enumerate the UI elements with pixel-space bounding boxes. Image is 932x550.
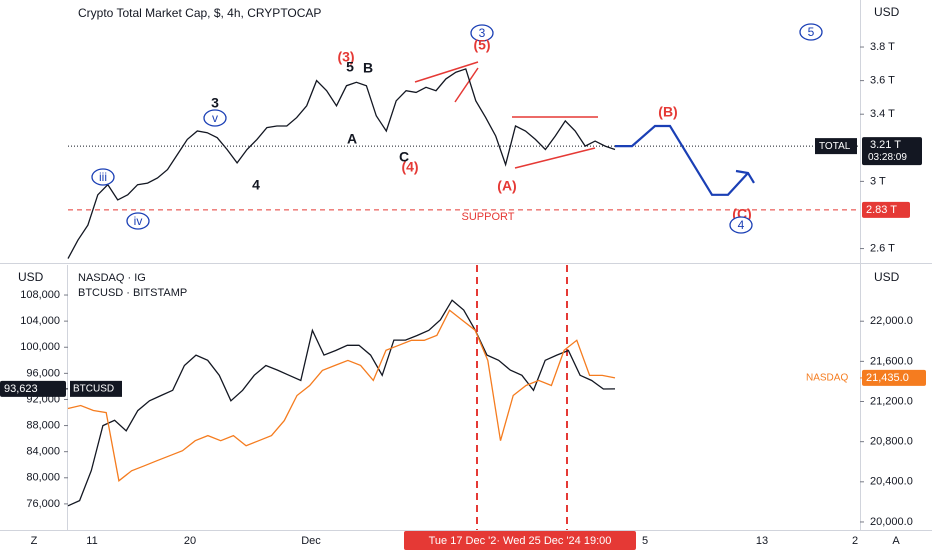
projection-arrow <box>735 169 755 184</box>
y-tick-label: 104,000 <box>20 315 60 327</box>
wave-label: 4 <box>738 218 745 232</box>
wave-circle <box>203 109 227 127</box>
wave-circle <box>729 216 753 234</box>
last-label: 21,435.0 <box>866 372 909 384</box>
series-tag-box <box>815 138 857 155</box>
wave-label: 5 <box>808 25 815 39</box>
wave-circle <box>799 23 823 41</box>
x-tick-label: 13 <box>756 535 768 547</box>
y-tick-label: 96,000 <box>26 367 60 379</box>
y2-tick-label: 21,200.0 <box>870 395 913 407</box>
y-tick-label: 2.6 T <box>870 242 895 254</box>
x-tick-label: 11 <box>86 535 97 547</box>
y2-tick-label: 22,000.0 <box>870 315 913 327</box>
currency: USD <box>874 270 900 284</box>
wave-label: (3) <box>337 49 354 65</box>
wave-label: C <box>399 149 409 165</box>
wave-label: v <box>212 111 218 125</box>
x-tick-label: 2 <box>852 535 858 547</box>
wave-label: (A) <box>497 178 516 194</box>
wave-label: iv <box>134 214 143 228</box>
countdown: 03:28:09 <box>868 152 907 163</box>
last-label: 93,623 <box>4 383 38 395</box>
y-tick-label: 3.4 T <box>870 108 895 120</box>
wave-label: A <box>347 131 357 147</box>
y-tick-label: 80,000 <box>26 472 60 484</box>
wave-label: 4 <box>252 177 260 193</box>
wave-label: (5) <box>473 37 490 53</box>
price-line <box>67 299 616 507</box>
wave-label: 5 <box>346 59 354 75</box>
wave-circle <box>126 212 150 230</box>
y-tick-label: 3 T <box>870 175 886 187</box>
corner-button[interactable]: A <box>892 535 900 547</box>
projection-line <box>615 124 749 196</box>
wave-circle <box>470 24 494 42</box>
last-label-box <box>0 380 66 397</box>
last-label: 3.21 T <box>870 139 901 151</box>
wave-circle <box>91 168 115 186</box>
wave-label: (B) <box>658 104 677 120</box>
last-box <box>862 137 922 166</box>
trend-line <box>414 61 479 83</box>
y2-tick-label: 20,000.0 <box>870 516 913 528</box>
wave-label: iii <box>99 170 107 184</box>
series-tag-box <box>70 380 122 397</box>
y-tick-label: 88,000 <box>26 419 60 431</box>
series-tag: TOTAL <box>819 141 851 152</box>
wave-label: (4) <box>401 159 418 175</box>
legend-entry: BTCUSD · BITSTAMP <box>78 287 187 299</box>
support-label: 2.83 T <box>866 204 897 216</box>
currency: USD <box>18 270 44 284</box>
support-text: SUPPORT <box>462 211 515 223</box>
trend-line <box>454 67 479 103</box>
x-tick-label: 5 <box>642 535 648 547</box>
wave-label: 3 <box>479 26 486 40</box>
support-label-box <box>862 201 910 218</box>
x-tick-label: 20 <box>184 535 196 547</box>
y-tick-label: 108,000 <box>20 289 60 301</box>
chart-title: Crypto Total Market Cap, $, 4h, CRYPTOCA… <box>78 6 321 20</box>
y-tick-label: 76,000 <box>26 498 60 510</box>
last-label-box <box>862 369 926 386</box>
y-tick-label: 3.6 T <box>870 75 895 87</box>
corner-button[interactable]: Z <box>31 535 38 547</box>
price-line <box>67 309 616 482</box>
crosshair-label: Tue 17 Dec '2· Wed 25 Dec '24 19:00 <box>429 535 612 547</box>
y-tick-label: 84,000 <box>26 446 60 458</box>
wave-label: 3 <box>211 95 219 111</box>
y-tick-label: 3.8 T <box>870 41 895 53</box>
crosshair-box <box>404 531 636 550</box>
series-tag: BTCUSD <box>73 384 114 395</box>
y2-tick-label: 21,600.0 <box>870 355 913 367</box>
series-tag: NASDAQ <box>806 373 848 384</box>
legend-entry: NASDAQ · IG <box>78 272 146 284</box>
wave-label: B <box>363 60 373 76</box>
currency: USD <box>874 5 900 19</box>
price-line <box>67 68 616 259</box>
y2-tick-label: 20,800.0 <box>870 436 913 448</box>
trend-line <box>514 147 596 169</box>
y2-tick-label: 20,400.0 <box>870 476 913 488</box>
y-tick-label: 100,000 <box>20 341 60 353</box>
x-tick-label: Dec <box>301 535 321 547</box>
